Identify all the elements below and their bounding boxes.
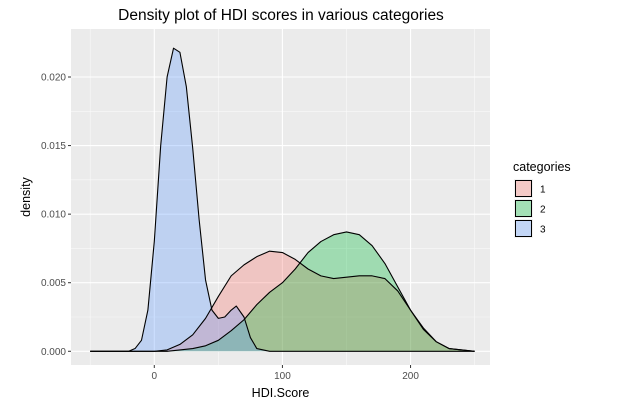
legend-key-bg (514, 179, 533, 198)
legend-title: categories (513, 160, 571, 174)
grid-minor (71, 29, 490, 365)
legend-key-2 (515, 200, 532, 217)
legend-label-1: 1 (540, 185, 546, 196)
x-axis-label: HDI.Score (252, 386, 310, 400)
legend: categories 1 2 3 (513, 160, 571, 238)
legend-key-bg (514, 199, 533, 218)
y-tick-label: 0.015 (41, 141, 66, 152)
legend-label-2: 2 (540, 205, 546, 216)
x-tick-label: 100 (274, 371, 291, 382)
legend-items: 1 2 3 (514, 179, 546, 238)
legend-key-1 (515, 180, 532, 197)
x-axis: 0 100 200 (152, 365, 419, 382)
density-line-3 (90, 47, 475, 352)
density-lines (90, 47, 475, 352)
density-area-1 (90, 251, 475, 352)
y-tick-label: 0.010 (41, 210, 66, 221)
x-tick-label: 0 (152, 371, 158, 382)
y-tick-label: 0.020 (41, 73, 66, 84)
y-axis: 0.000 0.005 0.010 0.015 0.020 (41, 73, 71, 358)
density-areas (90, 48, 475, 352)
chart-title: Density plot of HDI scores in various ca… (118, 7, 444, 24)
y-tick-label: 0.000 (41, 347, 66, 358)
plot-panel (71, 29, 490, 365)
density-area-2 (90, 231, 475, 352)
density-line-2 (90, 231, 475, 352)
legend-key-3 (515, 220, 532, 237)
density-area-3 (90, 48, 475, 352)
y-axis-label: density (19, 176, 33, 216)
y-tick-label: 0.005 (41, 278, 66, 289)
legend-key-bg (514, 219, 533, 238)
x-tick-label: 200 (402, 371, 419, 382)
legend-label-3: 3 (540, 225, 546, 236)
